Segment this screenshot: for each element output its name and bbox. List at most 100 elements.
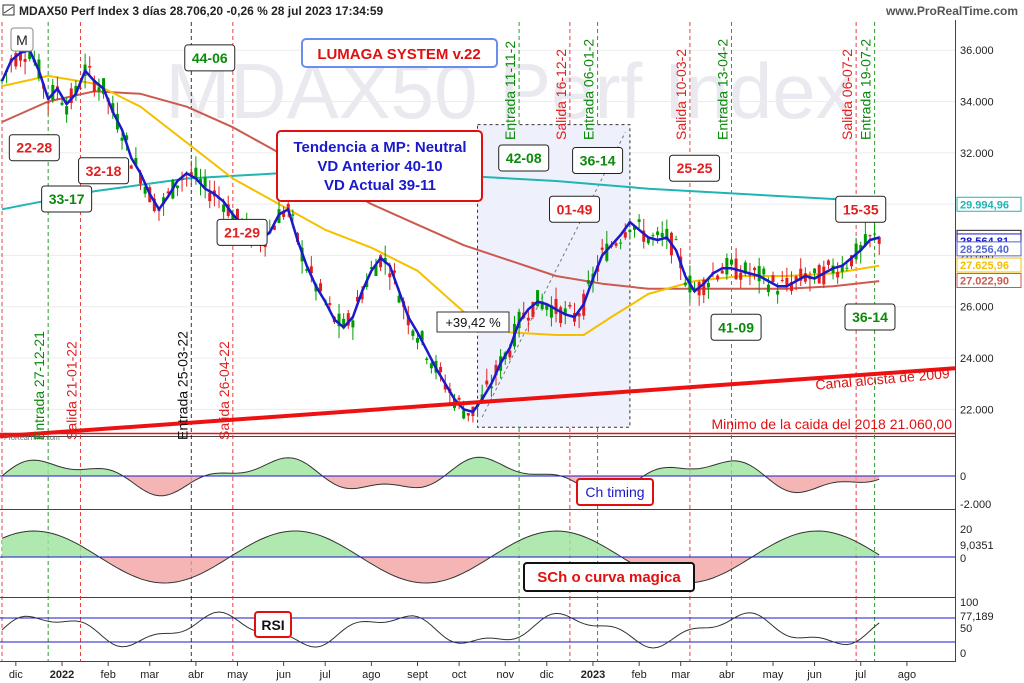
candle-body	[337, 313, 341, 327]
candle-body	[97, 87, 101, 92]
candle-body	[180, 178, 184, 181]
x-tick-label: ago	[362, 669, 380, 681]
candle-body	[840, 264, 844, 272]
sch-label: SCh o curva magica	[537, 569, 681, 586]
candle-body	[623, 232, 627, 238]
score-label: 44-06	[192, 50, 228, 66]
signal-label: Entrada 19-07-2	[858, 39, 874, 140]
candle-body	[222, 204, 226, 212]
price-tag-box	[956, 241, 1022, 257]
candle-body	[369, 267, 373, 269]
score-label: 32-18	[86, 163, 122, 179]
x-tick-label: jun	[806, 669, 822, 681]
price-tick-label: 36.000	[960, 45, 994, 57]
candle-body	[397, 295, 401, 303]
labels: Salida 26-11-21 Entrada 27-12-21 Salida 21…	[0, 39, 896, 440]
x-tick-label: jul	[854, 669, 866, 681]
candle-body	[272, 225, 276, 230]
score-label: 41-09	[718, 319, 754, 335]
candle-body	[466, 412, 470, 416]
candle-body	[536, 290, 540, 307]
price-tag: 29.994,96	[960, 199, 1009, 211]
channel-line	[0, 366, 956, 439]
score-box	[78, 157, 130, 185]
candle-body	[18, 48, 22, 61]
candle-body	[23, 58, 27, 62]
candle-body	[342, 318, 346, 329]
x-tick-label: jun	[275, 669, 291, 681]
candle-body	[554, 298, 558, 314]
system-label: LUMAGA SYSTEM v.22	[317, 46, 480, 63]
x-tick-label: oct	[452, 669, 467, 681]
candle-body	[319, 283, 323, 292]
candle-body	[813, 268, 817, 274]
trend-line	[0, 48, 880, 414]
candle-body	[125, 135, 129, 141]
candle-body	[508, 350, 512, 358]
x-tick-label: may	[227, 669, 248, 681]
candle-body	[152, 198, 156, 212]
candle-body	[425, 358, 429, 361]
candle-body	[757, 266, 761, 282]
candle-body	[129, 165, 133, 169]
gain-label-box: +39,42 %	[436, 311, 510, 333]
candle-body	[175, 185, 179, 189]
candle-body	[559, 307, 563, 324]
candle-body	[780, 279, 784, 281]
trend-line-2: VD Anterior 40-10	[317, 158, 442, 175]
candle-body	[859, 245, 863, 251]
candle-body	[845, 267, 849, 269]
ma-red-line	[1, 90, 880, 290]
x-tick-label: abr	[188, 669, 204, 681]
price-tick-label: 24.000	[960, 353, 994, 365]
m-button-label: M	[16, 32, 28, 48]
candle-body	[457, 397, 461, 400]
candle-body	[291, 214, 295, 216]
candle-body	[166, 191, 170, 194]
x-tick-label: mar	[140, 669, 159, 681]
candle-body	[637, 219, 641, 222]
price-panel	[0, 39, 956, 439]
sch-tick: 20	[960, 524, 972, 536]
candle-body	[660, 232, 664, 238]
trend-box: Tendencia a MP: Neutral VD Anterior 40-1…	[276, 130, 483, 202]
score-box	[548, 195, 600, 223]
candle-body	[762, 268, 766, 275]
candle-body	[549, 305, 553, 318]
candle-body	[78, 87, 82, 89]
score-label: 42-08	[506, 150, 542, 166]
signal-label: Entrada 13-04-2	[714, 39, 730, 140]
candle-body	[586, 280, 590, 284]
score-label: 36-14	[852, 309, 888, 325]
x-tick-label: 2023	[581, 669, 605, 681]
price-tag-box	[956, 272, 1022, 288]
brand-link[interactable]: www.ProRealTime.com	[885, 4, 1018, 18]
candle-body	[462, 410, 466, 419]
x-tick-label: feb	[631, 669, 646, 681]
ch-timing-tick: 0	[960, 471, 966, 483]
min-label: Minimo de la caida del 2018 21.060,00	[711, 416, 952, 432]
score-box	[8, 134, 60, 162]
candle-body	[540, 301, 544, 310]
candle-body	[568, 304, 572, 307]
sch-line	[1, 530, 880, 584]
score-box	[844, 303, 896, 331]
candle-body	[545, 304, 549, 310]
candle-body	[776, 290, 780, 295]
sch-label-box: SCh o curva magica	[523, 562, 695, 592]
rsi-tick: 50	[960, 623, 972, 635]
rsi-line	[1, 611, 880, 649]
score-box	[41, 185, 93, 213]
price-tag: 27.625,96	[960, 260, 1009, 272]
chart-title: MDAX50 Perf Index 3 días 28.706,20 -0,26…	[19, 4, 384, 18]
watermark-text: MDAX50 Perf Index	[165, 47, 854, 135]
candle-body	[286, 203, 290, 210]
m-button[interactable]: M	[10, 27, 34, 52]
candle-body	[162, 197, 166, 204]
x-tick-label: sept	[407, 669, 428, 681]
candle-body	[14, 52, 18, 67]
candle-body	[729, 259, 733, 265]
candle-body	[642, 230, 646, 242]
candle-body	[416, 338, 420, 343]
score-box	[835, 195, 887, 223]
